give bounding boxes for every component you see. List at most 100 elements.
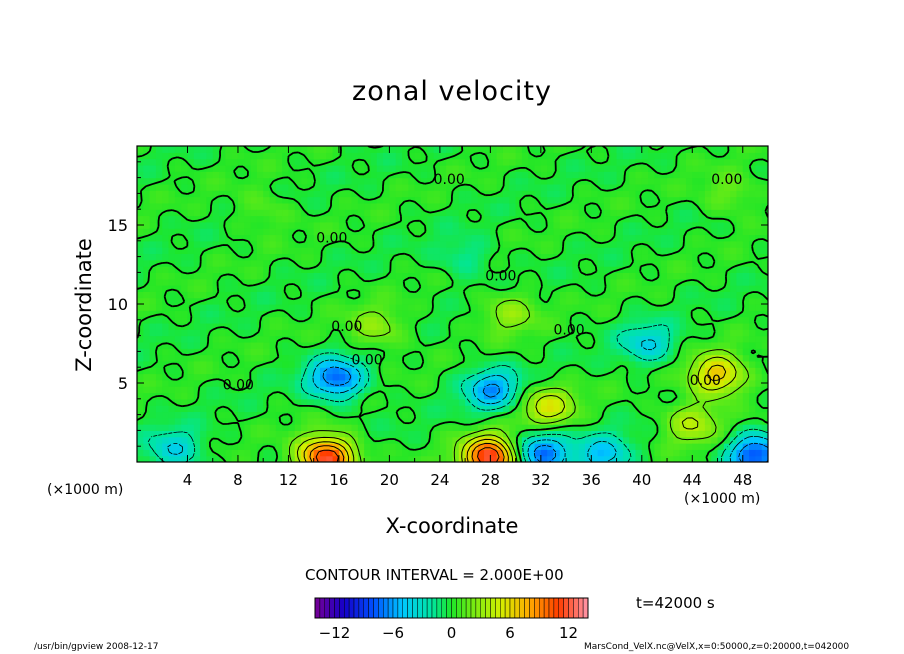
heatmap-cell	[225, 272, 233, 280]
heatmap-cell	[383, 158, 390, 166]
heatmap-cell	[446, 177, 454, 185]
heatmap-cell	[458, 228, 466, 236]
heatmap-cell	[395, 398, 403, 406]
heatmap-cell	[515, 266, 523, 273]
heatmap-cell	[389, 316, 397, 324]
heatmap-cell	[351, 278, 359, 286]
heatmap-cell	[143, 266, 151, 273]
heatmap-cell	[338, 240, 346, 248]
heatmap-cell	[502, 405, 510, 413]
heatmap-cell	[162, 240, 170, 248]
heatmap-cell	[155, 202, 163, 210]
heatmap-cell	[364, 253, 372, 261]
heatmap-cell	[692, 430, 700, 438]
heatmap-cell	[509, 373, 517, 381]
heatmap-cell	[667, 379, 674, 387]
heatmap-cell	[528, 228, 536, 236]
heatmap-cell	[534, 259, 542, 267]
heatmap-cell	[244, 360, 252, 368]
heatmap-cell	[730, 316, 738, 324]
heatmap-cell	[540, 335, 548, 343]
heatmap-cell	[704, 322, 712, 330]
heatmap-cell	[610, 221, 618, 229]
heatmap-cell	[559, 329, 567, 337]
heatmap-cell	[667, 221, 674, 229]
heatmap-cell	[641, 354, 649, 362]
heatmap-cell	[219, 436, 226, 444]
heatmap-cell	[433, 297, 441, 305]
heatmap-cell	[465, 291, 473, 299]
heatmap-cell	[200, 386, 208, 394]
heatmap-cell	[641, 234, 649, 242]
heatmap-cell	[566, 209, 573, 217]
heatmap-cell	[660, 202, 668, 210]
heatmap-cell	[219, 379, 226, 387]
heatmap-cell	[250, 348, 258, 356]
heatmap-cell	[597, 164, 605, 172]
heatmap-cell	[509, 310, 517, 318]
heatmap-cell	[187, 221, 195, 229]
heatmap-cell	[231, 367, 239, 375]
heatmap-cell	[231, 158, 239, 166]
heatmap-cell	[692, 291, 700, 299]
heatmap-cell	[679, 183, 687, 191]
heatmap-cell	[685, 146, 693, 153]
heatmap-cell	[704, 177, 712, 185]
heatmap-cell	[585, 215, 592, 223]
heatmap-cell	[471, 152, 479, 160]
heatmap-cell	[351, 146, 359, 153]
heatmap-cell	[509, 297, 517, 305]
heatmap-cell	[275, 202, 283, 210]
heatmap-cell	[742, 304, 750, 311]
heatmap-cell	[490, 398, 498, 406]
heatmap-cell	[572, 259, 580, 267]
heatmap-cell	[143, 348, 151, 356]
heatmap-cell	[313, 291, 321, 299]
heatmap-cell	[137, 424, 144, 431]
heatmap-cell	[326, 221, 334, 229]
heatmap-cell	[149, 278, 157, 286]
heatmap-cell	[137, 310, 144, 318]
heatmap-cell	[673, 240, 681, 248]
heatmap-cell	[162, 398, 170, 406]
heatmap-cell	[414, 146, 422, 153]
heatmap-cell	[660, 164, 668, 172]
heatmap-cell	[528, 417, 536, 425]
heatmap-cell	[660, 247, 668, 255]
heatmap-cell	[477, 228, 485, 236]
heatmap-cell	[502, 379, 510, 387]
heatmap-cell	[301, 259, 308, 267]
heatmap-cell	[414, 455, 422, 462]
heatmap-cell	[578, 202, 586, 210]
heatmap-cell	[143, 443, 151, 450]
heatmap-cell	[294, 221, 302, 229]
heatmap-cell	[288, 266, 296, 273]
heatmap-cell	[496, 272, 504, 280]
heatmap-cell	[376, 190, 384, 198]
heatmap-cell	[717, 164, 725, 172]
heatmap-cell	[484, 183, 491, 191]
heatmap-cell	[761, 240, 768, 248]
heatmap-cell	[256, 183, 264, 191]
heatmap-cell	[648, 310, 656, 318]
heatmap-cell	[730, 164, 738, 172]
heatmap-cell	[307, 202, 315, 210]
heatmap-cell	[250, 209, 258, 217]
heatmap-cell	[345, 398, 353, 406]
heatmap-cell	[219, 430, 226, 438]
heatmap-cell	[338, 348, 346, 356]
heatmap-cell	[200, 392, 208, 400]
heatmap-cell	[540, 177, 548, 185]
heatmap-cell	[244, 228, 252, 236]
heatmap-cell	[212, 329, 220, 337]
heatmap-cell	[263, 266, 271, 273]
heatmap-cell	[465, 146, 473, 153]
heatmap-cell	[301, 247, 308, 255]
heatmap-cell	[755, 215, 763, 223]
heatmap-cell	[137, 297, 144, 305]
heatmap-cell	[610, 386, 618, 394]
heatmap-cell	[742, 183, 750, 191]
heatmap-cell	[667, 215, 674, 223]
heatmap-cell	[578, 405, 586, 413]
heatmap-cell	[427, 228, 435, 236]
